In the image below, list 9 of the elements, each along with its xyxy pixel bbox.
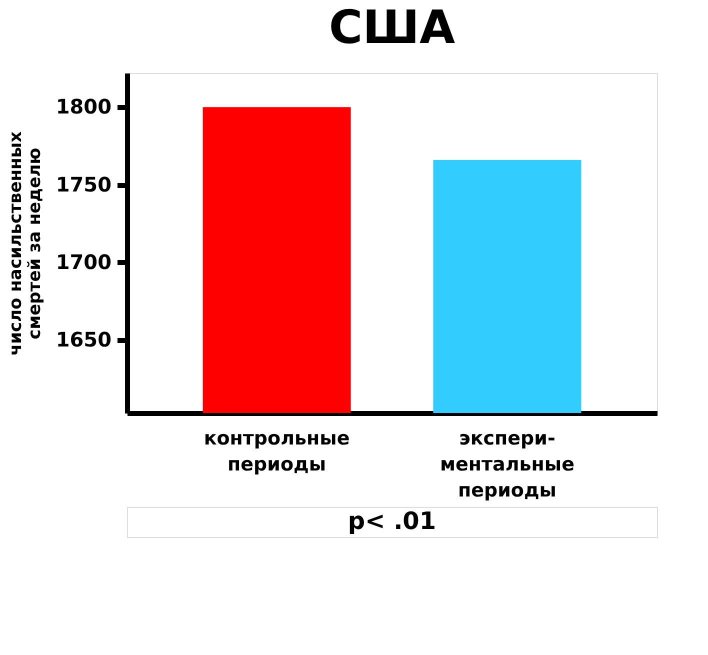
text: p< .01 <box>348 507 436 535</box>
y-tick-label: 1650 <box>56 328 112 352</box>
x-tick-label: контрольные периоды <box>204 428 350 476</box>
chart-title: США <box>328 0 456 54</box>
y-axis-title: число насильственных смертей за неделю <box>6 131 45 356</box>
y-tick-label: 1700 <box>56 250 112 274</box>
y-tick-label: 1750 <box>56 172 112 196</box>
x-tick-label: экспери- ментальные периоды <box>440 428 574 502</box>
y-tick-label: 1800 <box>56 94 112 119</box>
